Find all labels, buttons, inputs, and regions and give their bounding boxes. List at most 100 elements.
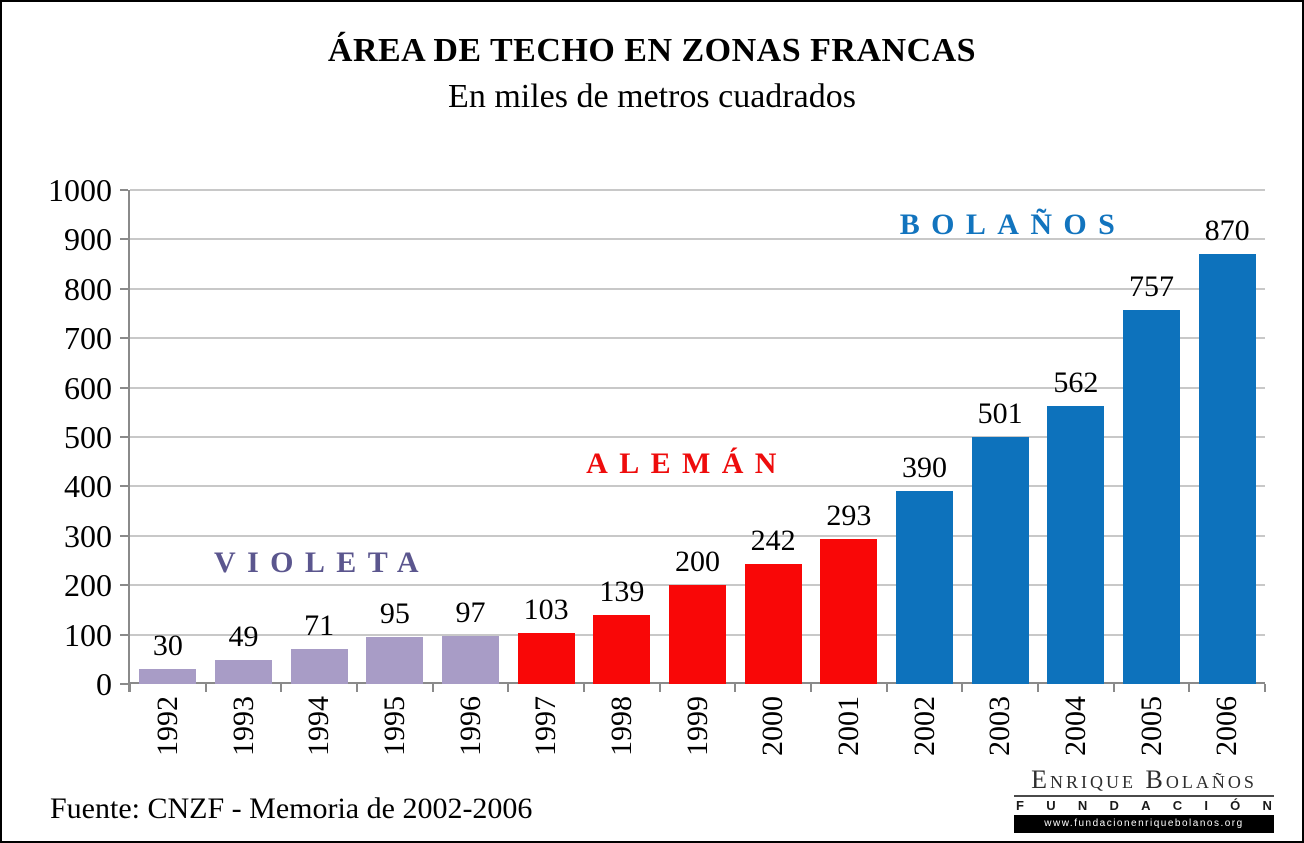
bar-value-2002: 390 <box>902 451 947 485</box>
era-label-violeta: VIOLETA <box>214 546 430 579</box>
x-tick-5 <box>507 684 510 692</box>
bar-1993 <box>215 659 272 684</box>
y-axis-line <box>128 190 130 692</box>
x-axis-label-1997: 1997 <box>529 696 563 756</box>
x-tick-1 <box>204 684 207 692</box>
logo-division-letter: C <box>1172 798 1183 813</box>
gridline-1000 <box>130 189 1265 191</box>
x-tick-8 <box>734 684 737 692</box>
y-tick-200 <box>120 584 128 587</box>
x-axis-label-2001: 2001 <box>831 696 865 756</box>
x-tick-14 <box>1188 684 1191 692</box>
gridline-600 <box>130 386 1265 389</box>
bar-value-1993: 49 <box>228 619 259 653</box>
y-axis-label-800: 800 <box>64 270 112 307</box>
plot-area: 0 100 200 300 400 500 600 700 800 900 1000 30 1992 49… <box>48 173 1266 756</box>
y-tick-900 <box>120 238 128 241</box>
x-axis-label-2002: 2002 <box>907 696 941 756</box>
source-note: Fuente: CNZF - Memoria de 2002-2006 <box>50 792 533 825</box>
y-axis-label-0: 0 <box>96 666 112 702</box>
bar-1995 <box>366 637 424 684</box>
bar-value-1998: 139 <box>599 575 645 609</box>
logo-division-letter: U <box>1046 798 1056 813</box>
gridline-300 <box>130 534 1265 537</box>
era-label-bolanos: BOLAÑOS <box>899 208 1127 241</box>
x-axis-label-2006: 2006 <box>1210 696 1244 756</box>
bar-2005 <box>1123 310 1180 684</box>
y-axis-label-900: 900 <box>64 221 112 258</box>
x-tick-12 <box>1037 684 1039 692</box>
logo-division-letter: N <box>1262 798 1272 813</box>
bar-value-1996: 97 <box>455 596 486 630</box>
bar-value-1997: 103 <box>523 593 569 627</box>
bar-value-2001: 293 <box>826 499 872 533</box>
y-tick-600 <box>120 386 128 389</box>
x-tick-15 <box>1264 684 1266 692</box>
y-axis-label-600: 600 <box>64 369 112 406</box>
x-tick-13 <box>1112 684 1115 692</box>
logo-website: www.fundacionenriquebolanos.org <box>1014 815 1274 833</box>
bar-value-2000: 242 <box>750 524 796 558</box>
x-axis-label-1996: 1996 <box>453 696 487 756</box>
y-axis-label-700: 700 <box>64 320 112 357</box>
chart-subtitle: En miles de metros cuadrados <box>448 78 856 115</box>
era-label-aleman: ALEMÁN <box>586 447 788 480</box>
x-axis-label-2004: 2004 <box>1058 696 1092 756</box>
x-tick-7 <box>658 684 661 692</box>
x-axis-label-1995: 1995 <box>377 696 411 756</box>
bar-value-1999: 200 <box>675 545 720 579</box>
bar-2006 <box>1198 254 1256 684</box>
bar-value-2003: 501 <box>977 396 1023 430</box>
logo-name: Enrique Bolaños <box>1014 766 1274 797</box>
bar-value-2006: 870 <box>1204 214 1250 248</box>
x-axis-label-2000: 2000 <box>756 696 790 756</box>
bar-2002 <box>896 491 953 684</box>
logo-division-letter: D <box>1109 798 1119 813</box>
bar-1996 <box>442 636 499 684</box>
x-axis-label-1992: 1992 <box>150 696 184 756</box>
x-axis-label-2005: 2005 <box>1134 696 1168 756</box>
gridline-800 <box>130 287 1265 290</box>
bar-1998 <box>593 615 651 684</box>
bar-1999 <box>669 585 726 684</box>
y-tick-100 <box>120 633 128 636</box>
x-tick-6 <box>583 684 585 692</box>
bar-value-1992: 30 <box>152 629 183 663</box>
bar-1992 <box>139 669 197 684</box>
y-tick-300 <box>120 534 128 537</box>
y-axis-label-400: 400 <box>64 468 112 505</box>
x-axis-label-1993: 1993 <box>226 696 260 756</box>
y-axis-label-100: 100 <box>64 616 112 653</box>
x-tick-3 <box>356 684 358 692</box>
gridline-400 <box>130 485 1265 488</box>
gridline-700 <box>130 337 1265 340</box>
x-tick-0 <box>129 684 131 692</box>
y-axis-label-300: 300 <box>64 517 112 554</box>
y-tick-700 <box>120 337 128 340</box>
logo-division-letter: A <box>1141 798 1151 813</box>
y-axis-label-500: 500 <box>64 419 112 455</box>
bar-2004 <box>1047 406 1105 684</box>
bar-value-2005: 757 <box>1129 270 1174 304</box>
x-axis-label-1998: 1998 <box>604 696 638 756</box>
logo-division-letter: Ó <box>1230 798 1241 813</box>
logo-division-letter: N <box>1077 798 1088 813</box>
x-axis-label-1994: 1994 <box>302 696 336 756</box>
bar-1997 <box>517 633 575 684</box>
logo-division-letter: F <box>1016 798 1024 813</box>
bar-value-2004: 562 <box>1053 366 1099 400</box>
gridline-900 <box>130 238 1265 241</box>
bar-2001 <box>820 539 878 684</box>
y-tick-1000 <box>120 189 128 191</box>
y-axis-label-1000: 1000 <box>48 172 112 208</box>
bar-value-1995: 95 <box>379 597 410 631</box>
y-tick-800 <box>120 287 128 290</box>
bar-value-1994: 71 <box>304 608 335 642</box>
bar-2000 <box>744 564 802 684</box>
x-tick-4 <box>431 684 434 692</box>
chart-title: ÁREA DE TECHO EN ZONAS FRANCAS <box>327 32 977 69</box>
x-tick-9 <box>810 684 812 692</box>
x-axis-label-2003: 2003 <box>983 696 1017 756</box>
